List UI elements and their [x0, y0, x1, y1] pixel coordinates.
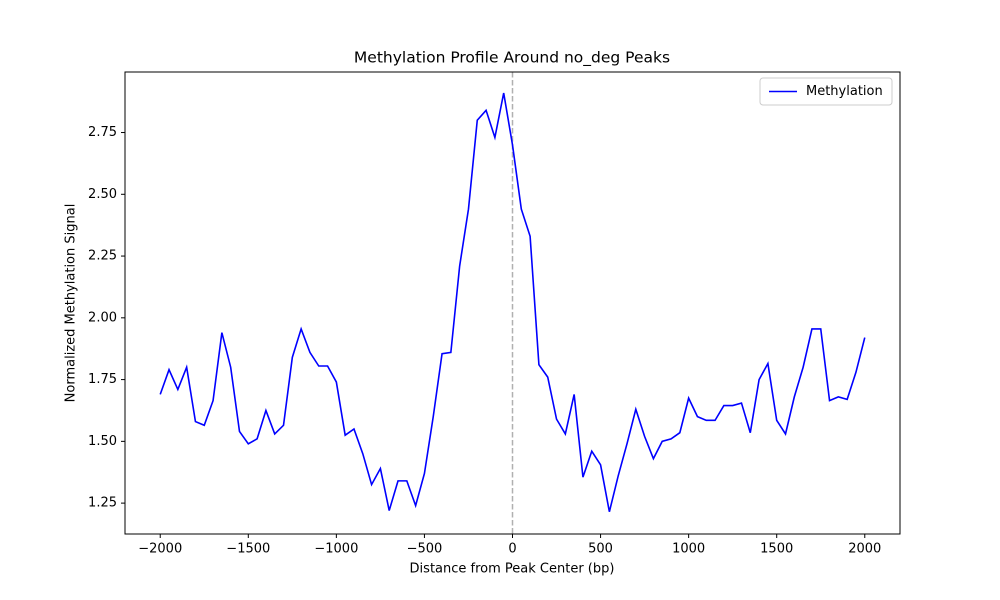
x-tick-label: −1500 — [226, 542, 270, 557]
y-tick-label: 2.75 — [88, 125, 117, 140]
x-tick-label: −1000 — [314, 542, 358, 557]
x-tick-label: 1000 — [672, 542, 705, 557]
x-axis-label: Distance from Peak Center (bp) — [410, 562, 615, 577]
y-tick-label: 1.50 — [88, 434, 117, 449]
y-tick-label: 2.25 — [88, 249, 117, 264]
x-tick-label: 0 — [508, 542, 516, 557]
x-tick-label: 1500 — [760, 542, 793, 557]
y-tick-label: 2.50 — [88, 187, 117, 202]
x-tick-label: −2000 — [138, 542, 182, 557]
chart-title: Methylation Profile Around no_deg Peaks — [354, 49, 670, 68]
x-tick-label: 2000 — [848, 542, 881, 557]
x-tick-label: 500 — [588, 542, 613, 557]
y-axis-label: Normalized Methylation Signal — [64, 204, 79, 403]
y-tick-label: 1.75 — [88, 372, 117, 387]
data-line — [159, 92, 866, 512]
y-tick-label: 1.25 — [88, 496, 117, 511]
plot-frame — [124, 71, 901, 535]
legend-box — [759, 77, 893, 106]
y-tick-label: 2.00 — [88, 310, 117, 325]
legend-label: Methylation — [806, 84, 883, 99]
x-tick-label: −500 — [407, 542, 443, 557]
